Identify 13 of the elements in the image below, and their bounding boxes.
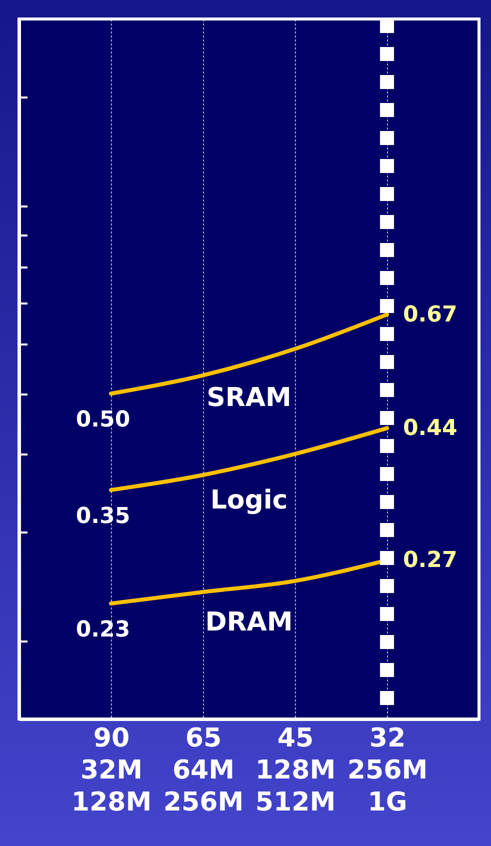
- x-tick-label: 65 64M 256M: [163, 724, 244, 818]
- data-label: 0.44: [403, 416, 458, 442]
- series-label: DRAM: [205, 607, 293, 638]
- data-label: 0.50: [76, 408, 130, 433]
- data-label: 0.67: [403, 302, 458, 328]
- x-tick-label: 32 256M 1G: [347, 724, 428, 818]
- x-tick-label: 90 32M 128M: [71, 724, 152, 818]
- data-label: 0.23: [76, 617, 130, 642]
- data-label: 0.27: [403, 548, 458, 574]
- data-label: 0.35: [76, 504, 130, 530]
- x-tick-label: 45 128M 512M: [255, 724, 336, 818]
- series-label: SRAM: [206, 383, 292, 414]
- series-label: Logic: [210, 485, 288, 516]
